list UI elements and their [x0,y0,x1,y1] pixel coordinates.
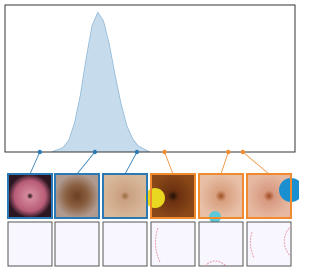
marker [134,149,140,155]
connector [220,151,229,175]
marker [162,149,167,155]
thumbnail-border [246,173,292,219]
mask-thumbnail [198,221,244,267]
thumbnail-detail [279,178,299,202]
mask-outline [283,225,292,257]
connector [29,151,41,175]
mask-thumbnail [7,221,53,267]
thumbnail-border [102,173,148,219]
mask-thumbnail [102,221,148,267]
marker [92,149,98,155]
connector [124,151,138,175]
connector [76,151,96,175]
thumbnail [103,174,147,218]
thumbnail-border [198,173,244,219]
thumbnail [199,174,243,218]
thumbnail [8,174,52,218]
marker [37,149,42,155]
chart [4,4,299,267]
mask-row [7,221,292,267]
plot-frame [4,4,296,153]
connector [164,151,174,175]
thumbnail-border [150,173,196,219]
density-area [5,11,295,153]
mask-outline [154,227,161,263]
thumbnail-border [54,173,100,219]
thumbnail-border [7,173,53,219]
connector [242,151,270,175]
mask-thumbnail [246,221,292,267]
thumbnail [55,174,99,218]
mask-outline [249,231,255,259]
mask-thumbnail [54,221,100,267]
marker [240,149,245,155]
marker [226,149,231,155]
mask-outline [204,260,227,267]
